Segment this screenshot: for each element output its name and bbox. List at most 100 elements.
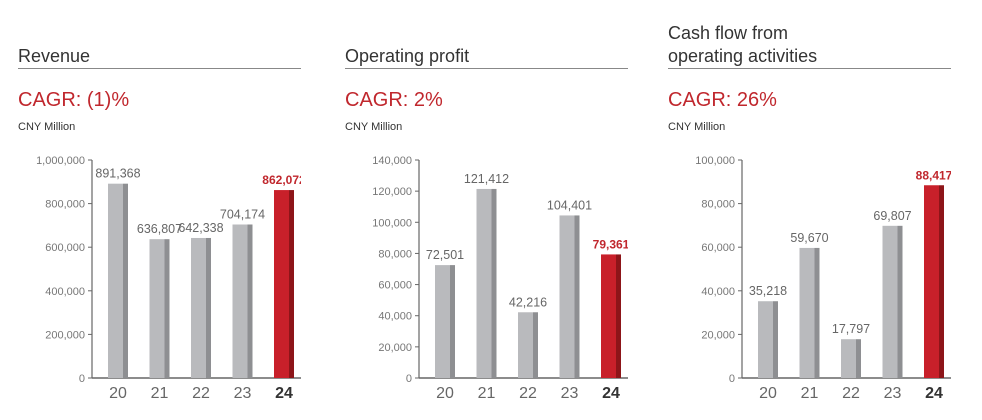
data-label: 72,501 [426, 248, 464, 262]
bar [191, 237, 206, 378]
data-label: 862,072 [262, 173, 301, 187]
bar-side [206, 237, 211, 378]
y-tick-label: 140,000 [372, 155, 412, 167]
bar [149, 239, 165, 378]
bar-side [123, 183, 128, 378]
x-tick-label: 24 [275, 385, 293, 402]
data-label: 636,807 [137, 222, 182, 236]
x-tick-label: 23 [884, 385, 902, 402]
x-tick-label: 21 [478, 385, 496, 402]
chart-panel: Operating profit CAGR: 2% CNY Million 0 20,0… [345, 0, 628, 420]
y-tick-label: 60,000 [701, 242, 735, 254]
y-tick-label: 0 [729, 373, 735, 385]
y-tick-label: 20,000 [701, 329, 735, 341]
bar [476, 188, 492, 378]
bar [799, 247, 815, 378]
bar-side [856, 339, 861, 378]
bar-side [533, 312, 538, 378]
y-tick-label: 0 [406, 373, 412, 385]
bar [882, 225, 898, 378]
y-tick-label: 40,000 [378, 311, 412, 323]
x-tick-label: 21 [801, 385, 819, 402]
divider [668, 68, 951, 69]
bar [601, 254, 616, 378]
chart-panel: Revenue CAGR: (1)% CNY Million 0 200,000 400,… [18, 0, 301, 420]
chart-title-line: operating activities [668, 46, 818, 66]
cagr-label: CAGR: (1)% [18, 89, 130, 111]
y-tick-label: 0 [79, 373, 85, 385]
bar [274, 190, 289, 378]
y-tick-label: 80,000 [378, 248, 412, 260]
x-tick-label: 24 [925, 385, 943, 402]
unit-label: CNY Million [18, 121, 76, 133]
bar-side [450, 265, 455, 378]
data-label: 704,174 [220, 207, 265, 221]
bar [232, 224, 248, 378]
bar-side [491, 188, 497, 378]
y-tick-label: 120,000 [372, 186, 412, 198]
x-tick-label: 20 [759, 385, 777, 402]
bar [435, 265, 450, 378]
bar [108, 183, 123, 378]
data-label: 17,797 [832, 322, 870, 336]
data-label: 88,417 [916, 168, 951, 182]
x-tick-label: 22 [192, 385, 210, 402]
chart-panel: Cash flow from operating activities CAGR: … [668, 0, 951, 420]
y-tick-label: 80,000 [701, 199, 735, 211]
y-tick-label: 100,000 [695, 155, 735, 167]
y-tick-label: 20,000 [378, 342, 412, 354]
bar-side [574, 215, 580, 378]
data-label: 121,412 [464, 172, 509, 186]
data-label: 59,670 [790, 231, 828, 245]
bar-side [773, 301, 778, 378]
x-tick-label: 24 [602, 385, 620, 402]
data-label: 891,368 [95, 167, 140, 181]
unit-label: CNY Million [345, 121, 403, 133]
bar-side [247, 224, 253, 378]
y-tick-label: 400,000 [45, 286, 85, 298]
chart-title: Cash flow from operating activities [668, 22, 817, 68]
bar-side [939, 185, 944, 378]
data-label: 42,216 [509, 295, 547, 309]
x-tick-label: 21 [151, 385, 169, 402]
x-tick-label: 22 [842, 385, 860, 402]
data-label: 69,807 [873, 209, 911, 223]
x-tick-label: 20 [436, 385, 454, 402]
divider [18, 68, 301, 69]
divider [345, 68, 628, 69]
y-tick-label: 800,000 [45, 199, 85, 211]
x-tick-label: 23 [234, 385, 252, 402]
bar-side [164, 239, 170, 378]
y-tick-label: 60,000 [378, 280, 412, 292]
cagr-label: CAGR: 2% [345, 89, 443, 111]
chart-title-line: Cash flow from [668, 23, 789, 43]
bar-side [897, 225, 903, 378]
bar-chart: 0 200,000 400,000 600,000 800,000 1,000,000 89… [36, 155, 301, 402]
y-tick-label: 40,000 [701, 286, 735, 298]
y-tick-label: 200,000 [45, 329, 85, 341]
bar-chart: 0 20,000 40,000 60,000 80,000 100,000 35,218 20… [695, 155, 951, 402]
y-tick-label: 100,000 [372, 217, 412, 229]
bar-chart: 0 20,000 40,000 60,000 80,000 100,000 120,000 1… [372, 155, 628, 402]
chart-title: Operating profit [345, 46, 470, 66]
data-label: 104,401 [547, 198, 592, 212]
bar-side [616, 254, 621, 378]
bar [758, 301, 773, 378]
y-tick-label: 600,000 [45, 242, 85, 254]
unit-label: CNY Million [668, 121, 726, 133]
bar-side [814, 247, 820, 378]
bar [518, 312, 533, 378]
bar [924, 185, 939, 378]
cagr-label: CAGR: 26% [668, 89, 777, 111]
x-tick-label: 22 [519, 385, 537, 402]
chart-title: Revenue [18, 46, 91, 66]
bar-side [289, 190, 294, 378]
bar [841, 339, 856, 378]
data-label: 642,338 [178, 221, 223, 235]
y-tick-label: 1,000,000 [36, 155, 85, 167]
x-tick-label: 20 [109, 385, 127, 402]
bar [559, 215, 575, 378]
x-tick-label: 23 [561, 385, 579, 402]
data-label: 35,218 [749, 284, 787, 298]
data-label: 79,361 [593, 237, 628, 251]
